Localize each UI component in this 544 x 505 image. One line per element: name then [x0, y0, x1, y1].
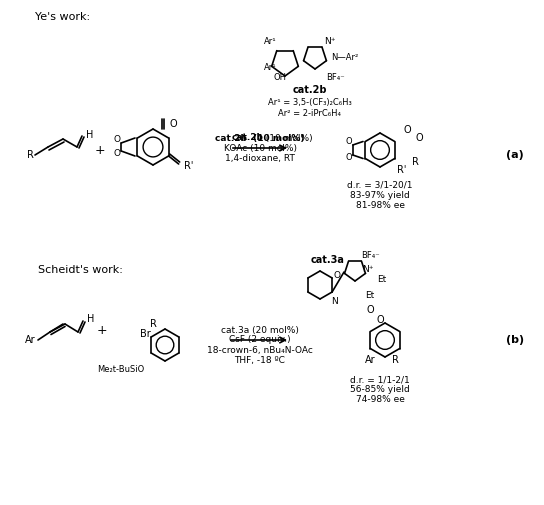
- Text: +: +: [97, 324, 107, 336]
- Text: O: O: [345, 137, 352, 146]
- Text: Ar² = 2-iPrC₆H₄: Ar² = 2-iPrC₆H₄: [279, 109, 342, 118]
- Text: OH: OH: [274, 73, 287, 81]
- Text: R: R: [412, 157, 418, 167]
- Text: (10 mol%): (10 mol%): [260, 133, 313, 142]
- Text: Ye's work:: Ye's work:: [35, 12, 90, 22]
- Text: H: H: [86, 130, 94, 140]
- Text: Ar: Ar: [364, 355, 375, 365]
- Text: cat.2b: cat.2b: [293, 85, 327, 95]
- Text: N⁺: N⁺: [324, 37, 336, 46]
- Text: CsF (2 equiv.): CsF (2 equiv.): [229, 335, 291, 344]
- Text: cat.2b  (10 mol%): cat.2b (10 mol%): [215, 133, 305, 142]
- Text: KOAc (10 mol%): KOAc (10 mol%): [224, 143, 296, 153]
- Text: d.r. = 1/1-2/1: d.r. = 1/1-2/1: [350, 376, 410, 384]
- Text: N—Ar²: N—Ar²: [331, 53, 358, 62]
- Text: (b): (b): [506, 335, 524, 345]
- Text: R': R': [184, 161, 193, 171]
- Text: BF₄⁻: BF₄⁻: [361, 250, 379, 260]
- Text: O: O: [114, 135, 121, 144]
- Text: THF, -18 ºC: THF, -18 ºC: [234, 356, 286, 365]
- Text: N⁺: N⁺: [362, 266, 374, 275]
- Text: Ar¹: Ar¹: [264, 63, 276, 72]
- Text: cat.3a: cat.3a: [311, 255, 345, 265]
- Text: 74-98% ee: 74-98% ee: [356, 395, 404, 405]
- Text: 81-98% ee: 81-98% ee: [355, 200, 405, 210]
- Text: Et: Et: [378, 276, 387, 284]
- Text: R: R: [392, 355, 398, 365]
- Text: cat.2b: cat.2b: [232, 133, 264, 142]
- Text: cat.3a (20 mol%): cat.3a (20 mol%): [221, 326, 299, 334]
- Text: d.r. = 3/1-20/1: d.r. = 3/1-20/1: [347, 180, 413, 189]
- Text: BF₄⁻: BF₄⁻: [326, 73, 344, 81]
- Text: R': R': [397, 165, 407, 175]
- Text: O: O: [415, 133, 423, 143]
- Text: O: O: [345, 154, 352, 163]
- Text: Ar: Ar: [24, 335, 35, 345]
- Text: +: +: [95, 143, 106, 157]
- Text: 83-97% yield: 83-97% yield: [350, 190, 410, 199]
- Text: Br: Br: [140, 329, 150, 339]
- Text: Ar¹ = 3,5-(CF₃)₂C₆H₃: Ar¹ = 3,5-(CF₃)₂C₆H₃: [268, 97, 352, 107]
- Text: O: O: [403, 125, 411, 135]
- Text: R: R: [150, 319, 157, 329]
- Text: 18-crown-6, nBu₄N-OAc: 18-crown-6, nBu₄N-OAc: [207, 345, 313, 355]
- Text: Et: Et: [366, 290, 375, 299]
- Text: Ar¹: Ar¹: [264, 37, 276, 46]
- Text: 56-85% yield: 56-85% yield: [350, 385, 410, 394]
- Text: O: O: [169, 119, 177, 129]
- Text: O: O: [333, 271, 341, 279]
- Text: 1,4-dioxane, RT: 1,4-dioxane, RT: [225, 154, 295, 163]
- Text: R: R: [27, 150, 33, 160]
- Text: Me₂t-BuSiO: Me₂t-BuSiO: [97, 365, 144, 374]
- Text: H: H: [87, 314, 94, 324]
- Text: Scheidt's work:: Scheidt's work:: [38, 265, 123, 275]
- Text: O: O: [376, 315, 384, 325]
- Text: N: N: [332, 297, 338, 307]
- Text: O: O: [366, 305, 374, 315]
- Text: O: O: [114, 149, 121, 159]
- Text: (a): (a): [506, 150, 524, 160]
